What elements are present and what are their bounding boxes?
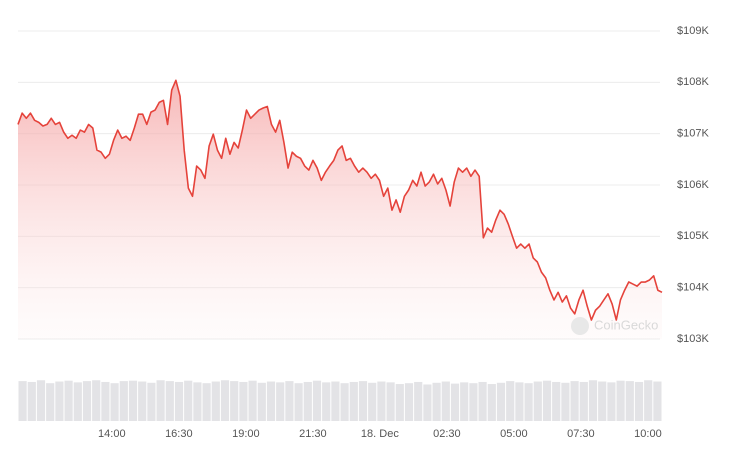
- y-tick-label: $108K: [677, 76, 709, 88]
- volume-bar: [147, 382, 156, 421]
- watermark: CoinGecko: [571, 317, 658, 335]
- x-tick-label: 07:30: [567, 428, 595, 440]
- volume-bar: [27, 381, 36, 421]
- volume-bar: [386, 382, 395, 421]
- volume-bar: [110, 383, 119, 421]
- x-tick-label: 19:00: [232, 428, 260, 440]
- volume-bar: [257, 382, 266, 421]
- volume-bar: [644, 380, 653, 421]
- x-tick-label: 14:00: [98, 428, 126, 440]
- volume-bar: [55, 381, 64, 421]
- volume-bar: [478, 381, 487, 421]
- volume-bar: [450, 383, 460, 421]
- volume-bar: [128, 380, 138, 421]
- volume-bar: [441, 381, 450, 421]
- volume-bar: [303, 381, 312, 421]
- volume-bar: [101, 381, 110, 421]
- x-tick-label: 16:30: [165, 428, 193, 440]
- volume-bar: [266, 381, 276, 421]
- volume-bar: [239, 381, 248, 421]
- x-tick-label: 05:00: [500, 428, 528, 440]
- watermark-text: CoinGecko: [594, 317, 658, 332]
- x-tick-label: 21:30: [299, 428, 327, 440]
- volume-bar: [404, 383, 414, 421]
- volume-bar: [533, 381, 542, 421]
- volume-bar: [423, 384, 432, 421]
- volume-bar: [230, 381, 239, 421]
- volume-bar: [634, 381, 644, 421]
- volume-bar: [18, 381, 27, 421]
- volume-bar: [340, 383, 349, 421]
- price-area: [18, 80, 662, 339]
- x-tick-label: 02:30: [433, 428, 461, 440]
- volume-bar: [119, 381, 128, 421]
- volume-bar: [487, 384, 496, 421]
- y-tick-label: $106K: [677, 179, 709, 191]
- volume-bar: [184, 380, 193, 421]
- volume-bar: [193, 382, 202, 421]
- volume-bar: [36, 380, 46, 421]
- y-tick-label: $105K: [677, 230, 709, 242]
- volume-bar: [579, 381, 588, 421]
- volume-bar: [276, 382, 285, 421]
- volume-bar: [138, 381, 147, 421]
- volume-bar: [165, 381, 174, 421]
- volume-bar: [285, 381, 294, 421]
- volume-bar: [294, 383, 303, 421]
- volume-bar: [349, 381, 358, 421]
- x-tick-label: 18. Dec: [361, 428, 399, 440]
- y-tick-label: $104K: [677, 282, 709, 294]
- volume-bar: [156, 380, 165, 421]
- volume-bar: [542, 380, 552, 421]
- y-tick-label: $109K: [677, 25, 709, 37]
- volume-bar: [64, 380, 73, 421]
- volume-bar: [414, 381, 423, 421]
- volume-bar: [653, 381, 662, 421]
- volume-bar: [174, 381, 184, 421]
- volume-bar: [92, 380, 101, 421]
- volume-bar: [552, 381, 561, 421]
- volume-bar: [616, 380, 625, 421]
- volume-bar: [358, 381, 368, 421]
- volume-bar: [312, 380, 322, 421]
- volume-bar: [73, 382, 82, 421]
- volume-bar: [524, 383, 533, 421]
- x-tick-label: 10:00: [634, 428, 662, 440]
- volume-bar: [515, 382, 524, 421]
- volume-bar: [368, 382, 377, 421]
- y-tick-label: $107K: [677, 128, 709, 140]
- volume-bar: [460, 382, 469, 421]
- volume-bar: [570, 381, 579, 421]
- volume-bar: [496, 382, 506, 421]
- volume-bar: [607, 382, 616, 421]
- y-tick-label: $103K: [677, 333, 709, 345]
- volume-bar: [588, 380, 598, 421]
- volume-bar: [625, 381, 634, 421]
- volume-bar: [469, 383, 478, 421]
- volume-bar: [46, 383, 55, 421]
- volume-bar: [211, 381, 220, 421]
- volume-bar: [82, 381, 92, 421]
- volume-bar: [395, 384, 404, 421]
- volume-bar: [377, 381, 386, 421]
- volume-bar: [598, 381, 607, 421]
- volume-bar: [220, 380, 230, 421]
- volume-bar: [202, 383, 211, 421]
- volume-bar: [331, 381, 340, 421]
- volume-bar: [432, 382, 441, 421]
- price-line: [17, 79, 663, 321]
- volume-bar: [322, 382, 331, 421]
- volume-bar: [561, 382, 570, 421]
- volume-bar: [506, 381, 515, 421]
- volume-bar: [248, 380, 257, 421]
